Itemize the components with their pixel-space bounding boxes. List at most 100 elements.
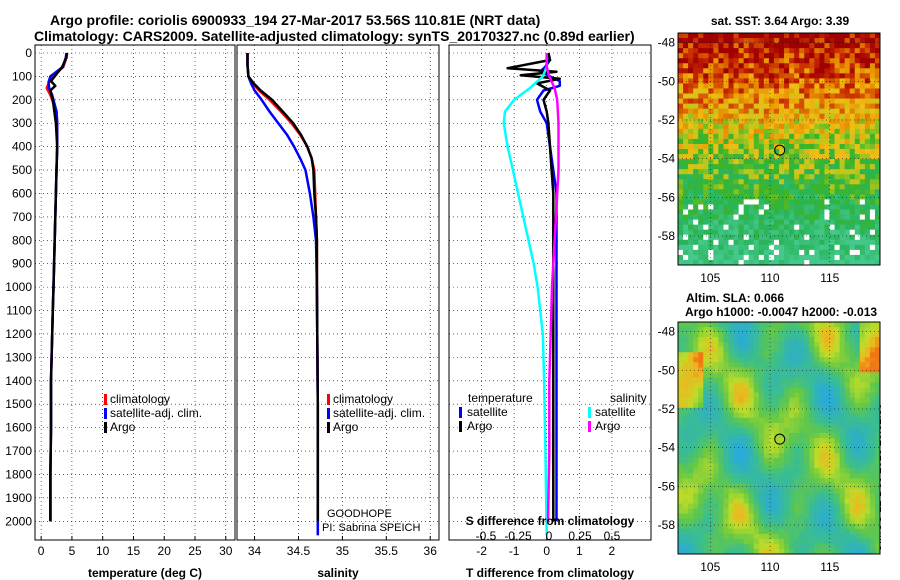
heatmap-cell [859,372,866,378]
heatmap-cell [678,138,684,145]
heatmap-cell [804,533,810,540]
heatmap-cell [779,108,785,115]
heatmap-cell [678,189,684,195]
heatmap-cell [718,533,724,540]
heatmap-cell [804,432,810,439]
heatmap-cell [824,149,830,155]
heatmap-cell [748,143,755,150]
heatmap-cell [804,508,810,515]
heatmap-cell [723,73,729,79]
heatmap-cell [799,458,805,464]
heatmap-cell [753,332,760,338]
heatmap-cell [688,543,694,550]
heatmap-cell [753,108,760,115]
heatmap-cell [738,224,745,231]
heatmap-cell [789,138,795,145]
heatmap-cell [824,498,830,504]
heatmap-cell [693,342,699,348]
heatmap-cell [829,48,835,54]
heatmap-cell [743,372,750,378]
heatmap-cell [789,133,795,140]
heatmap-cell [869,523,876,530]
heatmap-cell [683,332,689,338]
heatmap-cell [819,503,825,510]
heatmap-cell [819,63,825,69]
heatmap-cell [743,234,750,241]
heatmap-cell [874,63,881,69]
heatmap-cell [758,68,765,74]
heatmap-cell [779,259,785,266]
heatmap-cell [743,108,750,115]
heatmap-cell [758,412,765,419]
heatmap-cell [844,189,851,195]
heatmap-cell [683,372,689,378]
y-tick-label: 800 [12,233,32,247]
heatmap-cell [794,239,800,246]
heatmap-cell [698,78,704,84]
heatmap-cell [748,337,755,343]
heatmap-cell [748,48,755,54]
heatmap-cell [784,138,790,145]
heatmap-cell [733,498,739,504]
heatmap-cell [678,63,684,69]
heatmap-cell [789,372,795,378]
heatmap-cell [713,448,719,454]
heatmap-cell [804,438,810,444]
heatmap-cell [768,513,775,520]
heatmap-cell [799,443,805,449]
heatmap-cell [844,88,851,94]
heatmap-cell [683,397,689,404]
x-tick-label: 1 [576,544,583,558]
heatmap-cell [779,209,785,215]
heatmap-cell [864,123,871,130]
heatmap-cell [819,407,825,414]
heatmap-cell [859,73,866,79]
heatmap-cell [773,548,780,555]
heatmap-cell [713,387,719,394]
heatmap-cell [839,352,846,358]
heatmap-cell [789,48,795,54]
heatmap-cell [773,473,780,479]
heatmap-cell [698,367,704,373]
heatmap-cell [869,149,876,155]
heatmap-cell [799,397,805,404]
heatmap-cell [733,169,739,175]
heatmap-cell [708,179,714,185]
heatmap-cell [784,387,790,394]
heatmap-cell [854,249,861,256]
heatmap-cell [874,498,881,504]
heatmap-cell [678,224,684,231]
heatmap-cell [753,143,760,150]
heatmap-cell [834,387,840,394]
heatmap-cell [844,128,851,135]
heatmap-cell [693,93,699,99]
heatmap-cell [854,93,861,99]
heatmap-cell [723,164,729,170]
heatmap-cell [733,138,739,145]
heatmap-cell [864,48,871,54]
heatmap-cell [728,387,734,394]
heatmap-cell [819,498,825,504]
heatmap-cell [728,164,734,170]
heatmap-cell [794,209,800,215]
heatmap-cell [854,372,861,378]
heatmap-cell [768,138,775,145]
heatmap-cell [718,458,724,464]
heatmap-cell [758,209,765,215]
heatmap-cell [834,362,840,368]
heatmap-cell [854,58,861,64]
heatmap-cell [738,128,745,135]
heatmap-cell [733,209,739,215]
heatmap-cell [784,503,790,510]
heatmap-cell [773,108,780,115]
heatmap-cell [678,73,684,79]
heatmap-cell [713,382,719,388]
heatmap-cell [789,194,795,200]
heatmap-cell [703,78,709,84]
heatmap-cell [809,337,815,343]
heatmap-cell [718,219,724,226]
heatmap-cell [794,432,800,439]
heatmap-cell [829,372,835,378]
heatmap-cell [753,432,760,439]
heatmap-cell [723,332,729,338]
